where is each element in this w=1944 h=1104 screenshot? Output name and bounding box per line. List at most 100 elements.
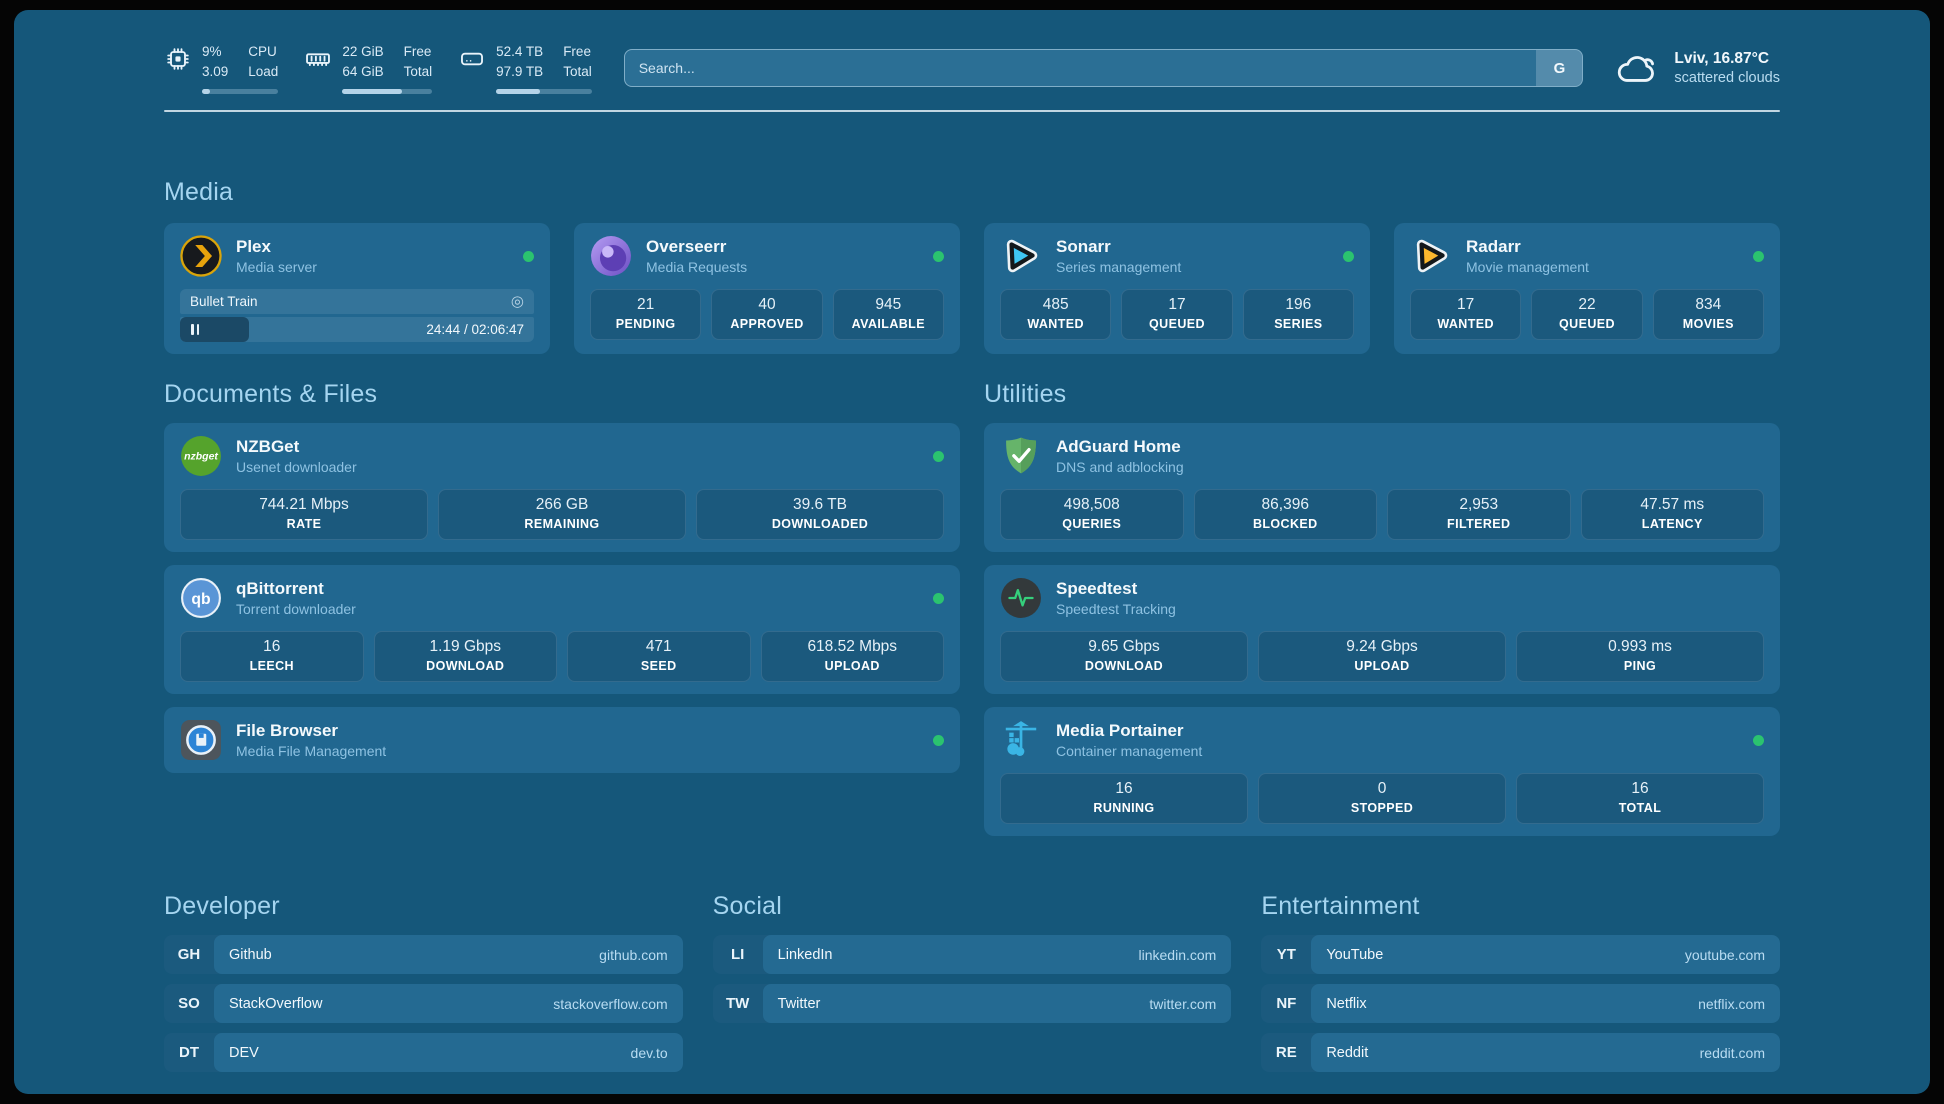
cpu-icon [164, 45, 192, 73]
stat-blocked: 86,396 BLOCKED [1193, 489, 1377, 540]
stat-available: 945 AVAILABLE [832, 289, 944, 340]
memory-free-label: Free [403, 44, 432, 60]
bookmark-name: Github [229, 946, 272, 963]
bookmark-abbr: GH [177, 946, 201, 963]
stat-filtered: 2,953 FILTERED [1387, 489, 1571, 540]
stat-stopped: 0 STOPPED [1258, 773, 1506, 824]
dashboard: 9% 3.09 CPU Load [14, 10, 1930, 1094]
app-name: Sonarr [1056, 237, 1111, 256]
stat-upload: 618.52 Mbps UPLOAD [760, 631, 944, 682]
memory-stat-widget: 22 GiB 64 GiB Free Total [304, 42, 433, 94]
app-card-portainer[interactable]: Media Portainer Container management 16 … [984, 707, 1780, 836]
bookmark-url: netflix.com [1698, 995, 1765, 1012]
bookmark-abbr: SO [178, 995, 200, 1012]
search-engine-button[interactable]: G [1536, 50, 1583, 86]
app-card-nzbget[interactable]: nzbget NZBGet Usenet downloader 74 [164, 423, 960, 552]
app-name: Plex [236, 237, 271, 256]
bookmark-dev[interactable]: DT DEV dev.to [164, 1033, 683, 1072]
adguard-icon [1000, 435, 1042, 477]
header-divider [164, 110, 1780, 112]
section-title-social: Social [712, 892, 782, 920]
bookmark-youtube[interactable]: YT YouTube youtube.com [1261, 935, 1780, 974]
status-online-dot [933, 592, 944, 604]
bookmark-reddit[interactable]: RE Reddit reddit.com [1261, 1033, 1780, 1072]
app-card-qbittorrent[interactable]: qb qBittorrent Torrent downloader [164, 565, 960, 694]
stat-approved: 40 APPROVED [711, 289, 823, 340]
portainer-icon [1000, 719, 1042, 761]
bookmark-url: github.com [599, 946, 668, 963]
bookmark-abbr: NF [1276, 995, 1297, 1012]
section-title-utilities: Utilities [984, 380, 1067, 408]
status-online-dot [1753, 250, 1764, 262]
radarr-icon [1410, 235, 1452, 277]
bookmark-name: DEV [229, 1044, 259, 1061]
disk-progress-bar [496, 88, 592, 94]
memory-total-value: 64 GiB [342, 64, 384, 79]
status-online-dot [1753, 734, 1764, 746]
qbittorrent-icon: qb [180, 577, 222, 619]
top-bar: 9% 3.09 CPU Load [164, 10, 1780, 96]
cpu-usage-label: CPU [248, 44, 277, 60]
memory-free-value: 22 GiB [342, 44, 384, 60]
app-card-adguard[interactable]: AdGuard Home DNS and adblocking 498,508 … [984, 423, 1780, 552]
cpu-load-label: Load [248, 64, 279, 79]
stat-latency: 47.57 ms LATENCY [1580, 489, 1764, 540]
app-card-speedtest[interactable]: Speedtest Speedtest Tracking 9.65 Gbps D… [984, 565, 1780, 694]
playback-seek-bar[interactable]: 24:44 / 02:06:47 [180, 317, 534, 342]
svg-text:qb: qb [191, 591, 210, 608]
bookmark-url: reddit.com [1699, 1044, 1765, 1061]
app-card-radarr[interactable]: Radarr Movie management 17 WANTED 22 QUE… [1394, 223, 1780, 354]
pause-button[interactable] [191, 324, 200, 335]
status-online-dot [523, 250, 534, 262]
bookmark-name: StackOverflow [229, 995, 323, 1012]
section-title-documents: Documents & Files [164, 380, 378, 408]
search-input[interactable] [623, 49, 1584, 87]
cpu-load-value: 3.09 [202, 64, 229, 79]
cpu-stat-widget: 9% 3.09 CPU Load [164, 42, 279, 94]
bookmark-github[interactable]: GH Github github.com [164, 935, 683, 974]
bookmark-stackoverflow[interactable]: SO StackOverflow stackoverflow.com [164, 984, 683, 1023]
app-name: Radarr [1466, 237, 1521, 256]
bookmark-name: Twitter [777, 995, 821, 1012]
bookmark-abbr: LI [730, 946, 745, 963]
memory-icon [304, 45, 332, 73]
app-card-sonarr[interactable]: Sonarr Series management 485 WANTED 17 Q… [984, 223, 1370, 354]
app-desc: Media File Management [236, 743, 387, 759]
disk-stat-widget: 52.4 TB 97.9 TB Free Total [458, 42, 592, 94]
status-online-dot [933, 250, 944, 262]
bookmark-url: linkedin.com [1138, 946, 1217, 963]
system-stats: 9% 3.09 CPU Load [164, 42, 592, 94]
app-card-plex[interactable]: Plex Media server Bullet Train ◎ [164, 223, 550, 354]
weather-location-temp: Lviv, 16.87°C [1674, 50, 1770, 67]
section-title-entertainment: Entertainment [1261, 892, 1420, 920]
status-online-dot [1343, 250, 1354, 262]
app-card-overseerr[interactable]: Overseerr Media Requests 21 PENDING 40 A… [574, 223, 960, 354]
app-desc: Media server [236, 259, 317, 275]
bookmark-netflix[interactable]: NF Netflix netflix.com [1261, 984, 1780, 1023]
stat-pending: 21 PENDING [590, 289, 702, 340]
weather-condition: scattered clouds [1674, 70, 1780, 86]
bookmark-abbr: YT [1276, 946, 1296, 963]
weather-widget[interactable]: Lviv, 16.87°C scattered clouds [1615, 50, 1780, 86]
bookmark-name: LinkedIn [777, 946, 833, 963]
app-card-filebrowser[interactable]: File Browser Media File Management [164, 707, 960, 773]
stat-queued: 22 QUEUED [1531, 289, 1643, 340]
memory-total-label: Total [403, 64, 433, 79]
app-name: Media Portainer [1056, 721, 1184, 740]
bookmark-linkedin[interactable]: LI LinkedIn linkedin.com [712, 935, 1232, 974]
disk-total-label: Total [563, 64, 592, 79]
app-desc: Speedtest Tracking [1056, 601, 1176, 617]
app-desc: Media Requests [646, 259, 748, 275]
bookmark-url: twitter.com [1149, 995, 1217, 1012]
stat-download: 1.19 Gbps DOWNLOAD [373, 631, 557, 682]
status-online-dot [933, 734, 944, 746]
stat-ping: 0.993 ms PING [1516, 631, 1764, 682]
sonarr-icon [1000, 235, 1042, 277]
app-name: Speedtest [1056, 579, 1138, 598]
session-settings-icon[interactable]: ◎ [510, 293, 524, 310]
stat-wanted: 17 WANTED [1410, 289, 1522, 340]
bookmark-abbr: DT [179, 1044, 199, 1061]
overseerr-icon [590, 235, 632, 277]
bookmark-twitter[interactable]: TW Twitter twitter.com [712, 984, 1232, 1023]
app-desc: Series management [1056, 259, 1182, 275]
